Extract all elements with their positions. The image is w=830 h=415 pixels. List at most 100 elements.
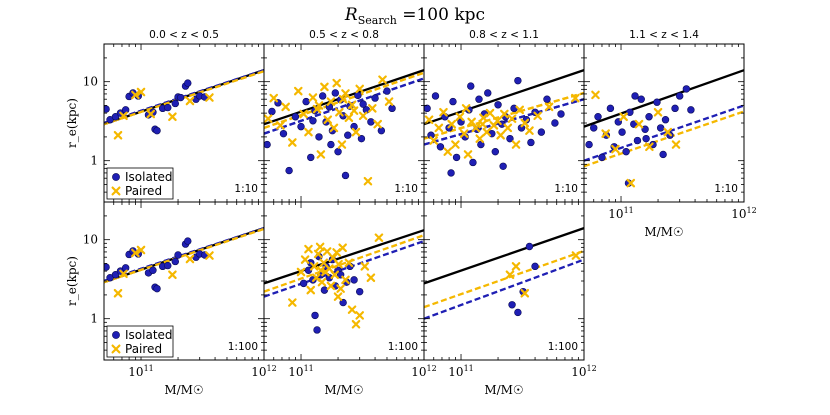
isolated-point	[436, 143, 445, 151]
isolated-point	[334, 147, 342, 156]
isolated-point	[551, 119, 559, 127]
reference-relation-line	[424, 227, 584, 285]
legend-paired-marker	[111, 344, 121, 354]
paired-point	[326, 97, 336, 106]
reference-relation-line	[424, 69, 584, 126]
paired-point	[323, 115, 333, 125]
paired-point	[113, 130, 123, 140]
column-title: 0.0 < z < 0.5	[149, 29, 219, 41]
panel-plot-area	[104, 69, 264, 140]
isolated-point	[491, 147, 500, 156]
isolated-point	[645, 113, 653, 121]
paired-point	[571, 93, 580, 103]
paired-point	[475, 134, 485, 143]
paired-fit-line	[424, 249, 584, 309]
isolated-point	[307, 153, 315, 162]
x-tick-label: 1012	[731, 206, 756, 221]
panel-r0-c1: 0.5 < z < 0.8 1:10	[263, 29, 425, 203]
paired-point	[355, 84, 364, 94]
panel-r0-c0: 0.0 < z < 0.5 1:10 1 10 r_e(kpc) IsolatedPair…	[65, 29, 265, 203]
x-tick-label: 1011	[288, 364, 313, 379]
isolated-point	[111, 113, 120, 121]
paired-point	[185, 96, 195, 106]
isolated-point	[517, 124, 526, 132]
isolated-point	[264, 140, 271, 149]
isolated-point	[174, 251, 182, 259]
paired-point	[384, 97, 394, 106]
isolated-point	[675, 92, 684, 100]
isolated-point	[622, 147, 630, 156]
paired-point	[478, 119, 487, 129]
paired-point	[505, 270, 515, 280]
isolated-point	[637, 95, 645, 103]
isolated-point	[543, 95, 551, 103]
paired-point	[168, 270, 177, 280]
paired-point	[463, 150, 473, 159]
isolated-fit-line-overlay	[264, 77, 424, 135]
x-tick-exponent: 11	[464, 364, 474, 373]
isolated-point	[431, 92, 440, 100]
x-tick-label: 1012	[411, 364, 436, 379]
isolated-point	[475, 95, 483, 103]
paired-point	[511, 262, 521, 271]
paired-point	[671, 140, 681, 149]
figure-title: RSearch =100 kpc	[344, 5, 485, 27]
ratio-label: 1:10	[714, 183, 738, 195]
paired-point	[288, 138, 297, 147]
isolated-point	[506, 134, 514, 143]
legend-paired-label: Paired	[125, 342, 162, 356]
isolated-point	[357, 134, 366, 143]
isolated-point	[176, 93, 185, 102]
paired-point	[338, 94, 348, 104]
panel-plot-area	[424, 69, 584, 177]
paired-point	[309, 262, 319, 271]
x-tick-exponent: 12	[427, 364, 437, 373]
paired-point	[645, 142, 654, 152]
panel-plot-area	[584, 69, 744, 188]
panel-grid: 0.0 < z < 0.51:10110r_e(kpc)IsolatedPair…	[65, 29, 757, 397]
paired-point	[373, 119, 382, 129]
isolated-point	[184, 237, 192, 245]
figure-title-value: =100 kpc	[397, 5, 485, 25]
ratio-label: 1:100	[548, 341, 578, 353]
paired-point	[360, 262, 370, 271]
isolated-point	[531, 262, 539, 271]
paired-point	[293, 86, 303, 96]
paired-point	[317, 277, 327, 287]
paired-point	[479, 113, 488, 123]
paired-point	[515, 105, 524, 115]
panel-r0-c3: 1.1 < z < 1.4 1:10 1011 1012 M/M☉	[583, 29, 757, 239]
isolated-fit-line	[584, 104, 744, 162]
isolated-point	[304, 266, 313, 274]
legend-isolated-label: Isolated	[125, 170, 173, 184]
paired-point	[131, 248, 140, 258]
paired-point	[349, 106, 359, 115]
y-axis-label: r_e(kpc)	[65, 256, 79, 306]
paired-point	[511, 140, 521, 149]
isolated-point	[661, 116, 670, 124]
isolated-point	[499, 162, 507, 170]
isolated-point	[313, 326, 321, 334]
paired-point	[347, 305, 357, 314]
paired-point	[316, 265, 326, 275]
isolated-point	[388, 104, 396, 113]
paired-point	[337, 140, 347, 149]
isolated-point	[268, 107, 276, 116]
paired-point	[315, 242, 325, 252]
isolated-point	[302, 97, 310, 106]
paired-point	[358, 111, 368, 121]
isolated-point	[452, 153, 461, 162]
paired-point	[136, 87, 146, 97]
isolated-point	[327, 140, 335, 149]
paired-point	[619, 112, 628, 122]
isolated-point	[557, 110, 565, 118]
paired-point	[525, 126, 534, 135]
isolated-point	[344, 131, 352, 139]
x-tick-exponent: 11	[624, 206, 634, 215]
isolated-point	[527, 138, 535, 147]
x-tick-label: 1011	[608, 206, 633, 221]
isolated-point	[633, 136, 642, 145]
legend-paired-marker	[111, 186, 121, 196]
paired-point	[533, 111, 542, 121]
paired-point	[316, 150, 326, 159]
